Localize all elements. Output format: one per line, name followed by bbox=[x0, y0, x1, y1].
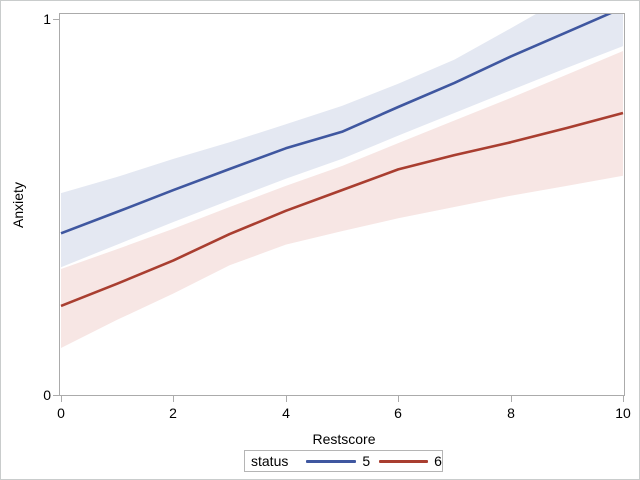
legend-label-status-6: 6 bbox=[434, 453, 442, 469]
x-tick-label-2: 2 bbox=[169, 405, 177, 421]
y-axis-title: Anxiety bbox=[10, 182, 26, 228]
legend-title: status bbox=[251, 453, 289, 469]
plot-area bbox=[60, 13, 624, 348]
legend-label-status-5: 5 bbox=[362, 453, 371, 469]
x-tick-label-0: 0 bbox=[57, 405, 65, 421]
trend-line-status-6 bbox=[60, 111, 624, 308]
y-tick-label-1: 1 bbox=[43, 11, 51, 27]
confidence-band-status-6 bbox=[61, 51, 623, 348]
x-tick-label-10: 10 bbox=[615, 405, 631, 421]
x-axis-title: Restscore bbox=[312, 431, 376, 447]
x-tick-label-8: 8 bbox=[507, 405, 515, 421]
legend-line-swatch-status-6 bbox=[379, 459, 429, 463]
trend-line-status-5 bbox=[60, 13, 615, 235]
x-tick-label-4: 4 bbox=[282, 405, 290, 421]
legend: status 5 6 bbox=[244, 450, 443, 472]
x-tick-label-6: 6 bbox=[394, 405, 402, 421]
plot-frame bbox=[59, 13, 625, 396]
axis-ticks bbox=[53, 19, 624, 402]
legend-line-swatch-status-5 bbox=[306, 459, 357, 463]
confidence-band-status-5 bbox=[61, 13, 623, 268]
y-tick-label-0: 0 bbox=[43, 387, 51, 403]
